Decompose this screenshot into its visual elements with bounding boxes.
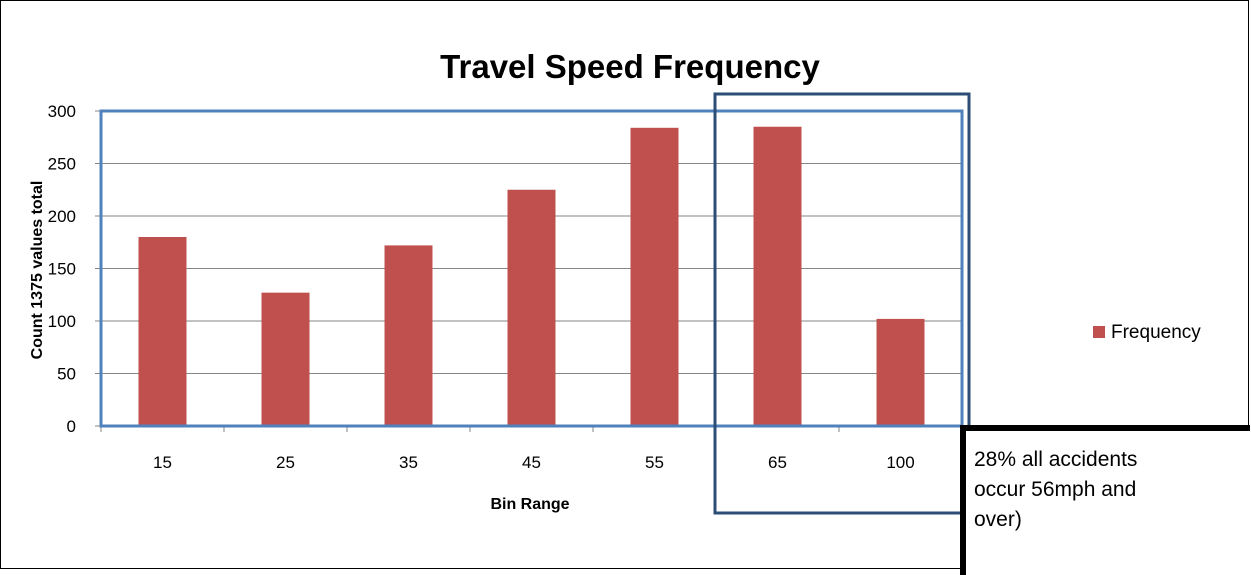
bar-35 — [384, 245, 433, 426]
x-tick-labels: 15 25 35 45 55 65 100 — [153, 453, 915, 472]
x-tick-label: 15 — [153, 453, 172, 472]
y-tick-label: 0 — [67, 417, 76, 436]
x-tick-label: 65 — [768, 453, 787, 472]
bar-55 — [630, 127, 679, 427]
bar-15 — [138, 237, 187, 426]
high-speed-highlight-box — [713, 92, 971, 515]
y-tick-label: 150 — [48, 260, 76, 279]
x-tick-label: 45 — [522, 453, 541, 472]
x-tick-label: 35 — [399, 453, 418, 472]
bar-65 — [753, 126, 802, 426]
annotation-box: 28% all accidents occur 56mph and over) — [960, 425, 1250, 575]
y-tick-label: 100 — [48, 312, 76, 331]
y-tick-label: 250 — [48, 155, 76, 174]
all-bins-highlight-box — [99, 109, 964, 428]
bars — [138, 126, 925, 427]
y-tick-labels: 0 50 100 150 200 250 300 — [48, 102, 76, 436]
bar-100 — [876, 318, 925, 426]
y-axis-title: Count 1375 values total — [29, 181, 46, 360]
highlight-boxes — [99, 92, 971, 515]
chart-title: Travel Speed Frequency — [440, 48, 820, 85]
x-tick-label: 100 — [886, 453, 914, 472]
y-tick-label: 50 — [57, 365, 76, 384]
bar-45 — [507, 189, 556, 426]
y-tick-label: 300 — [48, 102, 76, 121]
legend-label: Frequency — [1111, 322, 1201, 343]
bar-25 — [261, 292, 310, 426]
legend-swatch — [1093, 326, 1105, 338]
x-axis-title: Bin Range — [490, 496, 569, 513]
x-tick-label: 25 — [276, 453, 295, 472]
legend: Frequency — [1093, 322, 1201, 343]
y-tick-label: 200 — [48, 207, 76, 226]
x-tick-label: 55 — [645, 453, 664, 472]
annotation-text: 28% all accidents occur 56mph and over) — [974, 448, 1138, 531]
